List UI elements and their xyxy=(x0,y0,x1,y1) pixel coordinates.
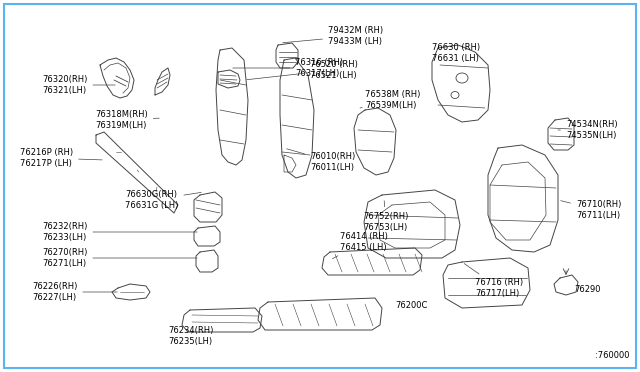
Text: 76630G(RH)
76631G (LH): 76630G(RH) 76631G (LH) xyxy=(125,190,201,210)
Text: 76538M (RH)
76539M(LH): 76538M (RH) 76539M(LH) xyxy=(360,90,420,110)
Text: 76414 (RH)
76415 (LH): 76414 (RH) 76415 (LH) xyxy=(332,232,388,259)
Text: 76752(RH)
76753(LH): 76752(RH) 76753(LH) xyxy=(363,201,408,232)
Text: 76290: 76290 xyxy=(574,285,600,295)
Text: 76010(RH)
76011(LH): 76010(RH) 76011(LH) xyxy=(287,149,355,172)
Text: 76270(RH)
76271(LH): 76270(RH) 76271(LH) xyxy=(42,248,197,268)
Text: 76318M(RH)
76319M(LH): 76318M(RH) 76319M(LH) xyxy=(95,110,159,130)
Text: 76320(RH)
76321(LH): 76320(RH) 76321(LH) xyxy=(42,75,115,95)
Text: 76316 (RH)
76317(LH): 76316 (RH) 76317(LH) xyxy=(233,58,343,78)
Text: 76234(RH)
76235(LH): 76234(RH) 76235(LH) xyxy=(168,326,213,346)
Text: 76710(RH)
76711(LH): 76710(RH) 76711(LH) xyxy=(561,200,621,220)
Text: 76226(RH)
76227(LH): 76226(RH) 76227(LH) xyxy=(32,282,117,302)
Text: 79432M (RH)
79433M (LH): 79432M (RH) 79433M (LH) xyxy=(283,26,383,46)
Text: 74534N(RH)
74535N(LH): 74534N(RH) 74535N(LH) xyxy=(558,120,618,140)
Text: 76630 (RH)
76631 (LH): 76630 (RH) 76631 (LH) xyxy=(432,43,480,63)
Text: 76200C: 76200C xyxy=(395,301,428,311)
Text: 76716 (RH)
76717(LH): 76716 (RH) 76717(LH) xyxy=(464,264,523,298)
Text: 76232(RH)
76233(LH): 76232(RH) 76233(LH) xyxy=(42,222,197,242)
Text: :760000: :760000 xyxy=(595,351,630,360)
Text: 76520 (RH)
76521 (LH): 76520 (RH) 76521 (LH) xyxy=(247,60,358,80)
Text: 76216P (RH)
76217P (LH): 76216P (RH) 76217P (LH) xyxy=(20,148,102,168)
